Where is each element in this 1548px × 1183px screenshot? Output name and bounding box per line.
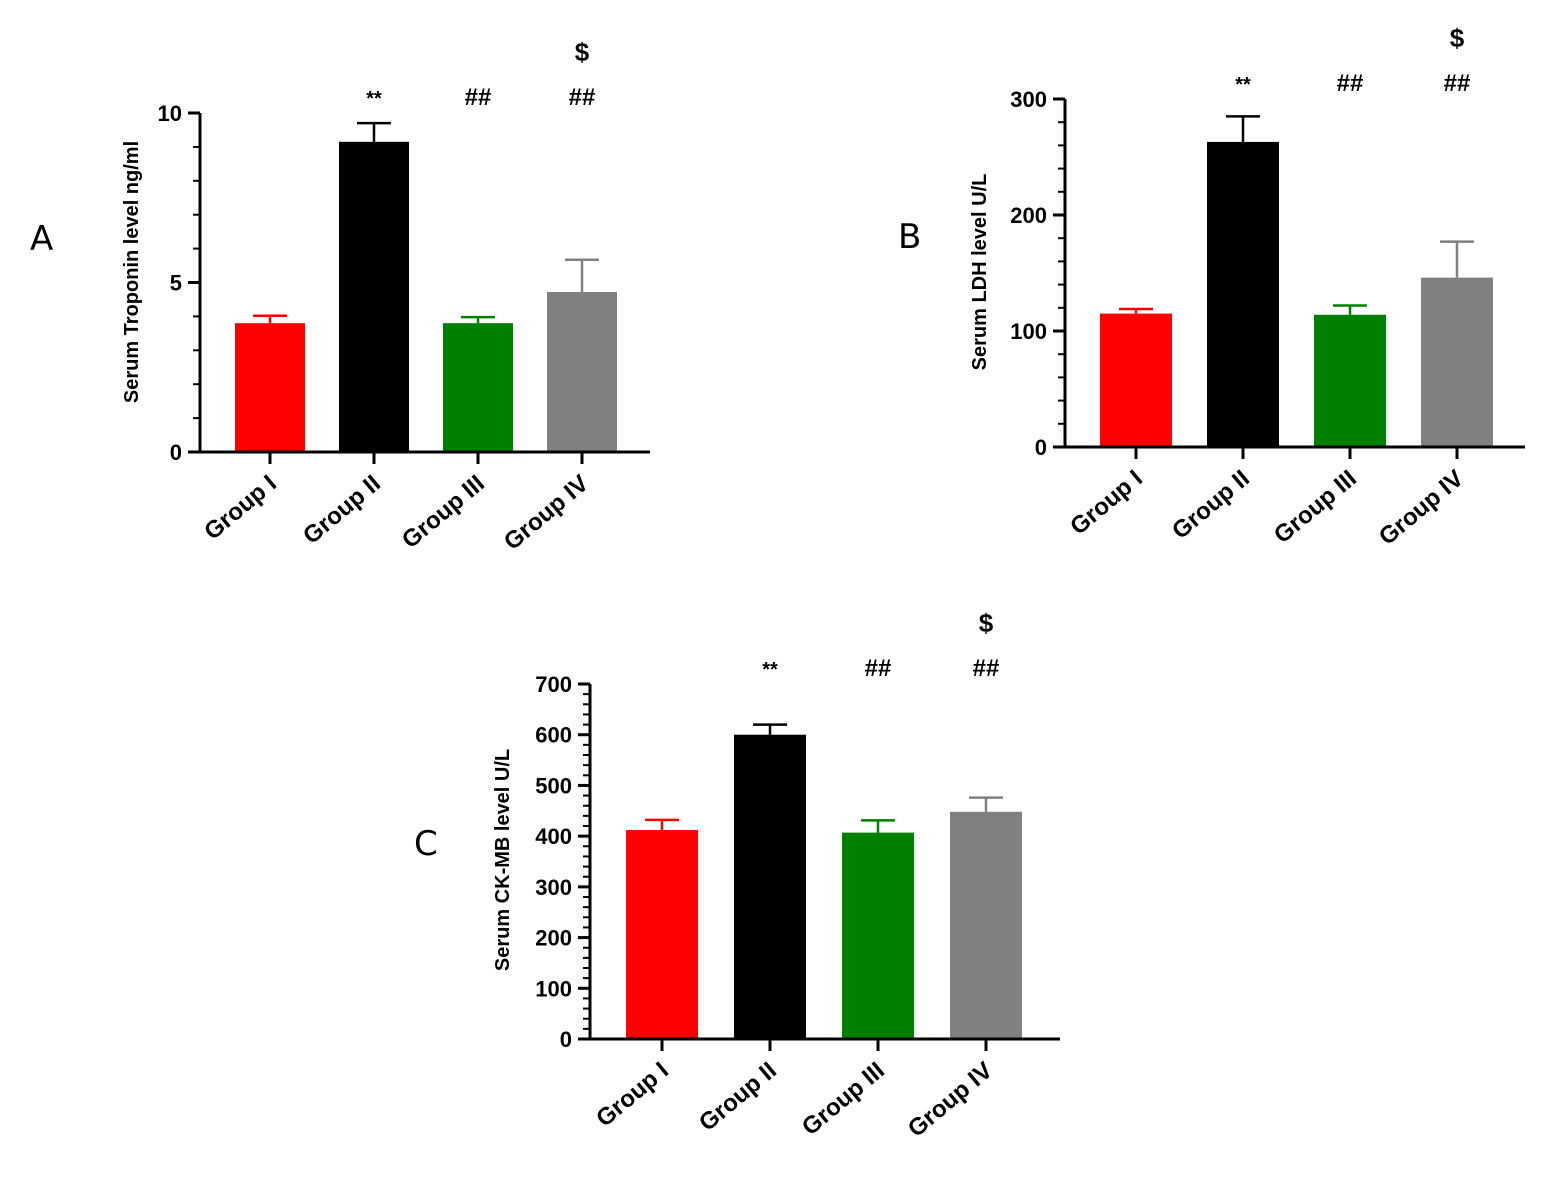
panel-b: B Serum LDH level U/L Group I ** Group II ## G…	[898, 23, 1525, 551]
x-tick-label: Group III	[1269, 465, 1362, 549]
significance-marker: ##	[1337, 70, 1364, 97]
error-bar	[645, 818, 679, 831]
y-tick-label: 300	[1010, 87, 1047, 112]
error-bar	[753, 723, 787, 735]
y-tick-label: 500	[535, 773, 572, 798]
error-bar	[861, 819, 895, 833]
bar	[950, 811, 1022, 1039]
x-tick-label: Group IV	[903, 1057, 998, 1143]
error-bar	[1226, 115, 1260, 142]
y-tick-label: 600	[535, 723, 572, 748]
error-bar	[1119, 307, 1153, 314]
significance-marker: **	[762, 659, 778, 681]
bar	[1421, 277, 1493, 447]
y-tick-label: 100	[535, 976, 572, 1001]
significance-marker: $	[575, 37, 590, 67]
significance-marker: **	[1235, 74, 1251, 96]
y-tick-label: 400	[535, 824, 572, 849]
panel-letter: C	[414, 824, 438, 864]
error-bar	[1333, 304, 1367, 315]
x-tick-label: Group I	[1065, 465, 1148, 541]
bar	[1100, 313, 1172, 447]
error-bar	[565, 258, 599, 292]
y-tick-label: 5	[170, 271, 182, 296]
bar	[235, 323, 305, 452]
x-tick-label: Group II	[694, 1057, 782, 1137]
significance-marker: $	[1450, 23, 1465, 53]
bar	[1314, 314, 1386, 447]
y-tick-label: 0	[170, 440, 182, 465]
error-bar	[253, 314, 287, 324]
panel-a: A Serum Troponin level ng/ml Group I ** Grou…	[30, 37, 650, 556]
panel-letter: B	[898, 217, 921, 257]
error-bar	[357, 121, 391, 142]
error-bar	[1440, 240, 1474, 278]
bar	[626, 830, 698, 1039]
y-axis-title: Serum Troponin level ng/ml	[121, 141, 143, 403]
panel-letter: A	[30, 219, 53, 259]
x-tick-label: Group I	[199, 470, 282, 546]
significance-marker: ##	[569, 84, 596, 111]
x-tick-label: Group III	[397, 470, 490, 554]
x-tick-label: Group II	[298, 470, 386, 550]
y-tick-label: 0	[560, 1027, 572, 1052]
bar	[339, 141, 409, 452]
bar	[443, 323, 513, 452]
x-tick-label: Group I	[591, 1057, 674, 1133]
panel-c: C Serum CK-MB level U/L Group I ** Group II #…	[414, 608, 1060, 1143]
bar	[734, 734, 806, 1039]
significance-marker: ##	[973, 655, 1000, 682]
significance-marker: ##	[865, 655, 892, 682]
x-tick-label: Group III	[797, 1057, 890, 1141]
significance-marker: ##	[1444, 70, 1471, 97]
bar	[547, 291, 617, 452]
x-tick-label: Group II	[1167, 465, 1255, 545]
significance-marker: ##	[465, 84, 492, 111]
y-tick-label: 10	[158, 101, 182, 126]
significance-marker: $	[979, 608, 994, 638]
y-axis-title: Serum CK-MB level U/L	[492, 749, 514, 971]
y-tick-label: 0	[1035, 435, 1047, 460]
x-tick-label: Group IV	[499, 470, 594, 556]
y-tick-label: 300	[535, 875, 572, 900]
y-tick-label: 100	[1010, 319, 1047, 344]
x-tick-label: Group IV	[1374, 465, 1469, 551]
bar	[842, 832, 914, 1039]
y-tick-label: 700	[535, 672, 572, 697]
y-tick-label: 200	[535, 926, 572, 951]
bar	[1207, 141, 1279, 448]
error-bar	[969, 796, 1003, 812]
y-tick-label: 200	[1010, 203, 1047, 228]
significance-marker: **	[366, 88, 382, 110]
error-bar	[461, 315, 495, 324]
y-axis-title: Serum LDH level U/L	[969, 174, 991, 371]
